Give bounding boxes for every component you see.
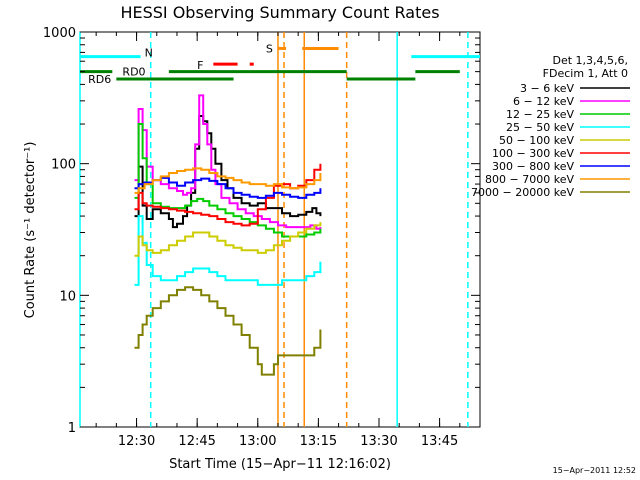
series-line: [134, 123, 322, 238]
legend-header-line-1: Det 1,3,4,5,6,: [552, 54, 628, 67]
status-bar-label: RD6: [88, 73, 111, 86]
series-line: [134, 215, 322, 286]
legend-label: 12 − 25 keV: [506, 108, 574, 121]
x-tick-label: 13:15: [300, 434, 337, 449]
y-axis-label: Count Rate (s⁻¹ detector⁻¹): [23, 142, 38, 319]
plot-area: N F S RD0 RD6: [79, 31, 481, 428]
legend-label: 6 − 12 keV: [513, 95, 574, 108]
chart-title: HESSI Observing Summary Count Rates: [120, 3, 439, 22]
series-line: [134, 115, 322, 229]
series-line: [134, 222, 322, 257]
series-line: [134, 167, 322, 194]
status-bar-label: F: [197, 59, 203, 72]
legend: Det 1,3,4,5,6, FDecim 1, Att 0 3 − 6 keV…: [471, 54, 630, 199]
legend-label: 25 − 50 keV: [506, 121, 574, 134]
legend-label: 50 − 100 keV: [499, 134, 574, 147]
x-tick-label: 13:30: [360, 434, 397, 449]
status-bar-label: S: [266, 42, 273, 55]
status-bars: N F S RD0 RD6: [80, 42, 480, 86]
y-axis-ticks: 1 10 100 1000: [43, 26, 480, 436]
legend-label: 7000 − 20000 keV: [471, 186, 574, 199]
x-axis-label: Start Time (15−Apr−11 12:16:02): [169, 457, 391, 472]
y-tick-label: 10: [59, 289, 76, 304]
plot-frame: [79, 31, 481, 428]
x-tick-label: 13:00: [239, 434, 276, 449]
legend-label: 100 − 300 keV: [492, 147, 574, 160]
legend-label: 3 − 6 keV: [520, 82, 574, 95]
x-tick-label: 12:30: [118, 434, 155, 449]
legend-label: 800 − 7000 keV: [485, 173, 574, 186]
legend-label: 300 − 800 keV: [492, 160, 574, 173]
y-tick-label: 1: [68, 421, 76, 436]
x-axis-ticks: 12:30 12:45 13:00 13:15 13:30 13:45: [95, 32, 481, 449]
series-lines: [134, 94, 322, 376]
status-bar-label: N: [145, 46, 153, 59]
y-tick-label: 100: [51, 158, 76, 173]
timestamp: 15−Apr−2011 12:52: [553, 466, 636, 475]
legend-header-line-2: FDecim 1, Att 0: [543, 67, 628, 80]
y-tick-label: 1000: [43, 26, 76, 41]
series-line: [134, 94, 322, 230]
vertical-markers: [79, 32, 469, 427]
series-line: [134, 286, 322, 376]
status-bar-label: RD0: [122, 66, 145, 79]
x-tick-label: 12:45: [178, 434, 215, 449]
x-tick-label: 13:45: [421, 434, 458, 449]
